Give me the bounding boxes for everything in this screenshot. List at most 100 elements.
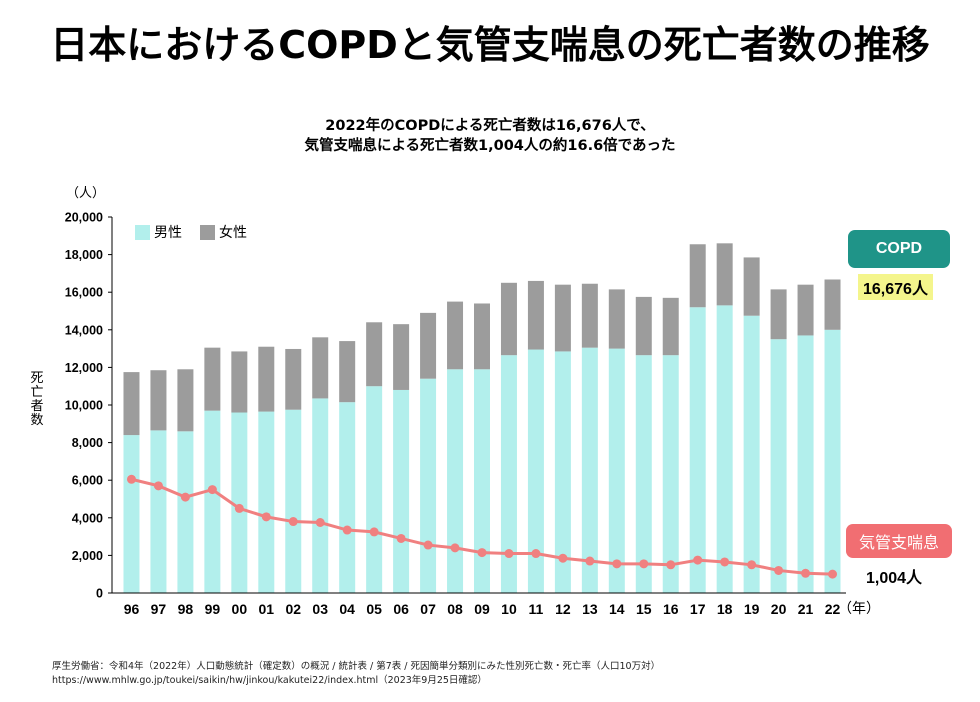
bar-male	[662, 355, 679, 593]
asthma-point	[666, 560, 676, 570]
y-tick-label: 2,000	[72, 549, 103, 563]
bar-female	[743, 257, 760, 316]
y-tick-label: 12,000	[65, 361, 103, 375]
x-tick-label: 12	[555, 601, 571, 617]
bar-male	[581, 347, 598, 593]
bar-female	[231, 351, 248, 413]
bar-male	[797, 335, 814, 593]
asthma-point	[261, 512, 271, 522]
bar-female	[608, 289, 625, 349]
asthma-point	[153, 481, 163, 491]
source-citation: 厚生労働省：令和4年（2022年）人口動態統計（確定数）の概況 / 統計表 / …	[52, 660, 660, 688]
bar-male	[177, 431, 194, 593]
copd-value-label: 16,676人	[858, 274, 933, 300]
x-tick-label: 00	[232, 601, 248, 617]
bar-female	[258, 346, 275, 412]
x-tick-label: 10	[501, 601, 517, 617]
legend-label-male: 男性	[154, 225, 182, 241]
bar-male	[689, 307, 706, 593]
bar-male	[474, 369, 490, 593]
bar-female	[393, 324, 410, 390]
x-tick-label: 16	[663, 601, 679, 617]
bar-male	[204, 410, 221, 593]
asthma-point	[477, 548, 487, 558]
bar-male	[339, 402, 356, 593]
asthma-point	[558, 553, 568, 563]
x-tick-label: 02	[285, 601, 301, 617]
bar-female	[635, 296, 652, 356]
asthma-point	[612, 559, 622, 569]
y-tick-label: 20,000	[65, 211, 103, 225]
bar-male	[393, 389, 410, 593]
bar-female	[123, 372, 140, 436]
y-tick-label: 16,000	[65, 286, 103, 300]
asthma-point	[207, 485, 217, 495]
asthma-point	[450, 543, 460, 553]
x-tick-label: 04	[339, 601, 355, 617]
x-tick-label: 19	[744, 601, 760, 617]
bar-male	[716, 305, 733, 593]
subtitle-line-2: 気管支喘息による死亡者数1,004人の約16.6倍であった	[304, 138, 676, 154]
y-tick-label: 6,000	[72, 474, 103, 488]
legend-swatch-female	[200, 224, 215, 240]
bar-male	[824, 329, 841, 593]
asthma-point	[639, 559, 649, 569]
x-tick-label: 17	[690, 601, 706, 617]
x-axis: 96 97 98 99 00 01 02 03 04 05 06 07 08 09 10 11 12 13 14 15…	[112, 592, 846, 617]
x-tick-label: 14	[609, 601, 625, 617]
bar-female	[581, 283, 598, 348]
bar-male	[500, 355, 517, 593]
asthma-point	[126, 474, 136, 484]
x-tick-label: 05	[366, 601, 382, 617]
bar-female	[312, 337, 329, 399]
x-tick-label: 22	[825, 601, 841, 617]
x-tick-label: 15	[636, 601, 652, 617]
y-tick-label: 0	[96, 587, 103, 601]
chart-subtitle: 2022年のCOPDによる死亡者数は16,676人で、 気管支喘息による死亡者数…	[0, 116, 980, 156]
asthma-point	[234, 503, 244, 513]
asthma-line-group	[126, 474, 838, 579]
asthma-point	[342, 525, 352, 535]
asthma-point	[369, 527, 379, 537]
asthma-point	[720, 557, 730, 567]
bar-male	[770, 339, 787, 593]
bar-female	[716, 243, 733, 306]
x-tick-label: 99	[205, 601, 221, 617]
x-tick-label: 96	[124, 601, 140, 617]
asthma-point	[801, 568, 811, 578]
bar-male	[635, 355, 652, 593]
bar-female	[420, 312, 437, 379]
legend-label-female: 女性	[219, 225, 247, 241]
bar-male	[312, 398, 329, 593]
copd-badge: COPD	[848, 230, 950, 268]
bar-male	[608, 348, 625, 593]
chart-title: 日本におけるCOPDと気管支喘息の死亡者数の推移	[50, 23, 930, 67]
bar-female	[339, 341, 356, 403]
bar-male	[258, 411, 275, 593]
bar-female	[824, 279, 841, 330]
bar-female	[662, 297, 679, 356]
bar-male	[420, 378, 437, 593]
y-tick-label: 8,000	[72, 436, 103, 450]
asthma-value-label: 1,004人	[866, 570, 923, 587]
bar-female	[447, 301, 464, 370]
subtitle-line-1: 2022年のCOPDによる死亡者数は16,676人で、	[325, 118, 655, 134]
x-tick-label: 07	[420, 601, 436, 617]
asthma-point	[693, 555, 703, 565]
asthma-point	[396, 533, 406, 543]
y-tick-label: 4,000	[72, 511, 103, 525]
x-tick-label: 01	[259, 601, 275, 617]
bar-male	[231, 412, 248, 593]
bar-male	[366, 386, 383, 593]
bar-female	[204, 347, 221, 411]
bar-male	[123, 435, 140, 593]
asthma-point	[828, 569, 838, 579]
y-tick-label: 10,000	[65, 399, 103, 413]
source-line-2: https://www.mhlw.go.jp/toukei/saikin/hw/…	[52, 675, 487, 686]
bar-female	[366, 322, 383, 387]
legend: 男性 女性	[135, 222, 265, 242]
bar-female	[500, 282, 517, 356]
y-axis: 0 2,000 4,000 6,000 8,000 10,000 12,000 14,000 1…	[65, 211, 113, 601]
source-line-1: 厚生労働省：令和4年（2022年）人口動態統計（確定数）の概況 / 統計表 / …	[52, 661, 661, 672]
